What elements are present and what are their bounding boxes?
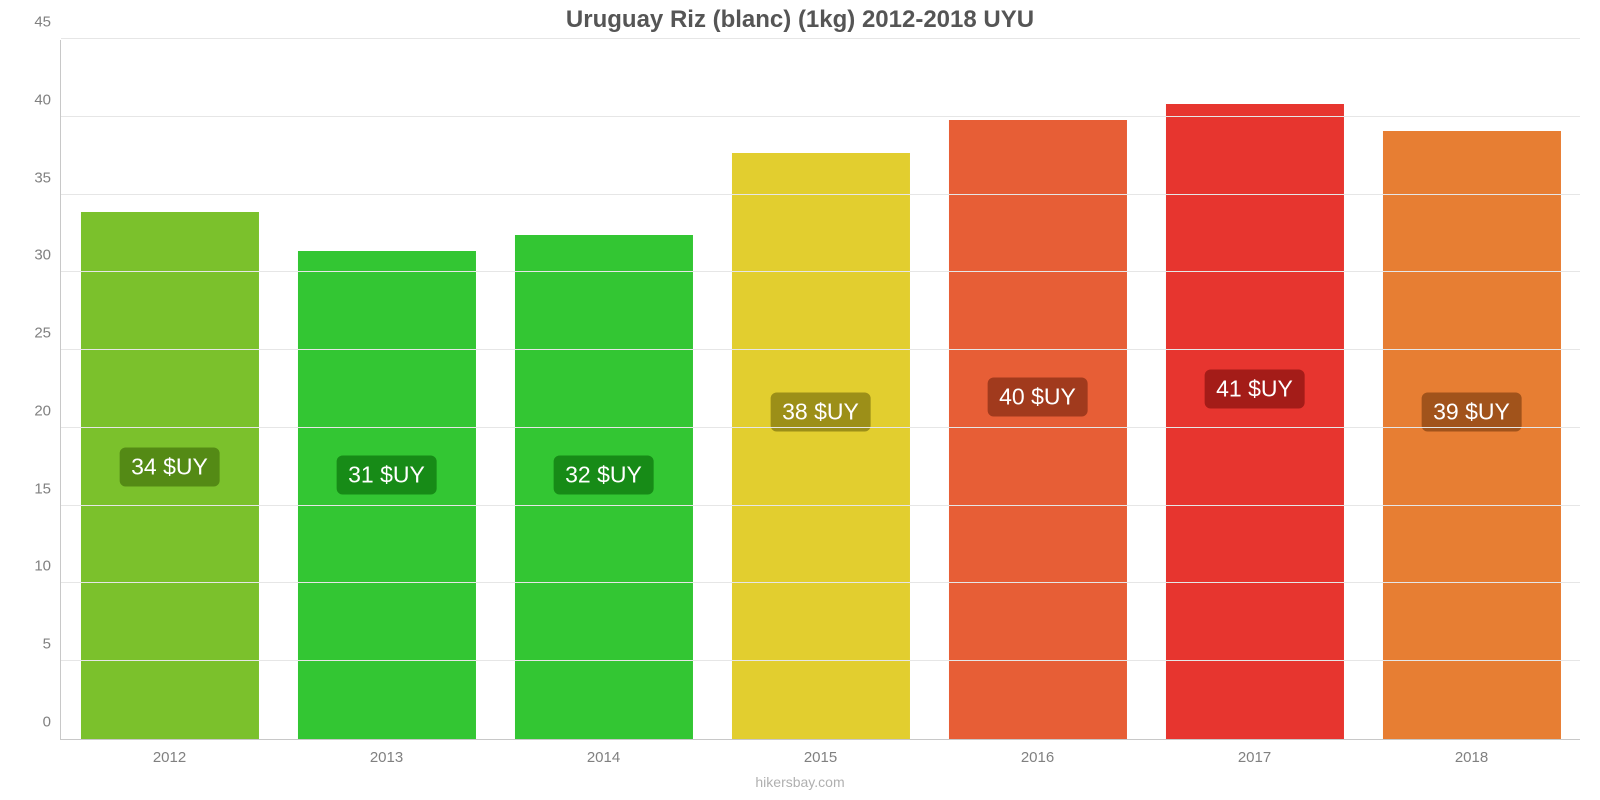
value-badge: 41 $UY — [1204, 370, 1305, 409]
value-badge: 40 $UY — [987, 377, 1088, 416]
y-tick-label: 5 — [43, 636, 61, 653]
y-tick-label: 20 — [34, 402, 61, 419]
gridline — [61, 349, 1580, 350]
gridline — [61, 582, 1580, 583]
gridline — [61, 116, 1580, 117]
plot-area: 34 $UY201231 $UY201332 $UY201438 $UY2015… — [60, 40, 1580, 740]
y-tick-label: 30 — [34, 247, 61, 264]
y-tick-label: 45 — [34, 14, 61, 31]
bar-slot: 34 $UY2012 — [61, 40, 278, 739]
bar — [1382, 131, 1560, 739]
x-tick-label: 2012 — [153, 739, 186, 766]
bar — [297, 251, 475, 739]
x-tick-label: 2014 — [587, 739, 620, 766]
gridline — [61, 271, 1580, 272]
y-tick-label: 40 — [34, 91, 61, 108]
bar — [1165, 104, 1343, 739]
bar-slot: 38 $UY2015 — [712, 40, 929, 739]
y-tick-label: 35 — [34, 169, 61, 186]
bars-group: 34 $UY201231 $UY201332 $UY201438 $UY2015… — [61, 40, 1580, 739]
gridline — [61, 194, 1580, 195]
x-tick-label: 2013 — [370, 739, 403, 766]
x-tick-label: 2018 — [1455, 739, 1488, 766]
gridline — [61, 660, 1580, 661]
x-tick-label: 2016 — [1021, 739, 1054, 766]
y-tick-label: 15 — [34, 480, 61, 497]
bar-slot: 40 $UY2016 — [929, 40, 1146, 739]
gridline — [61, 427, 1580, 428]
value-badge: 34 $UY — [119, 447, 220, 486]
value-badge: 31 $UY — [336, 455, 437, 494]
gridline — [61, 38, 1580, 39]
x-tick-label: 2017 — [1238, 739, 1271, 766]
bar-slot: 32 $UY2014 — [495, 40, 712, 739]
x-tick-label: 2015 — [804, 739, 837, 766]
value-badge: 32 $UY — [553, 455, 654, 494]
bar-slot: 41 $UY2017 — [1146, 40, 1363, 739]
bar — [731, 153, 909, 739]
chart-container: Uruguay Riz (blanc) (1kg) 2012-2018 UYU … — [0, 0, 1600, 800]
chart-title: Uruguay Riz (blanc) (1kg) 2012-2018 UYU — [0, 6, 1600, 34]
bar — [948, 120, 1126, 739]
bar-slot: 39 $UY2018 — [1363, 40, 1580, 739]
gridline — [61, 505, 1580, 506]
y-tick-label: 25 — [34, 325, 61, 342]
y-tick-label: 10 — [34, 558, 61, 575]
y-tick-label: 0 — [43, 714, 61, 731]
chart-footer: hikersbay.com — [0, 774, 1600, 790]
bar-slot: 31 $UY2013 — [278, 40, 495, 739]
